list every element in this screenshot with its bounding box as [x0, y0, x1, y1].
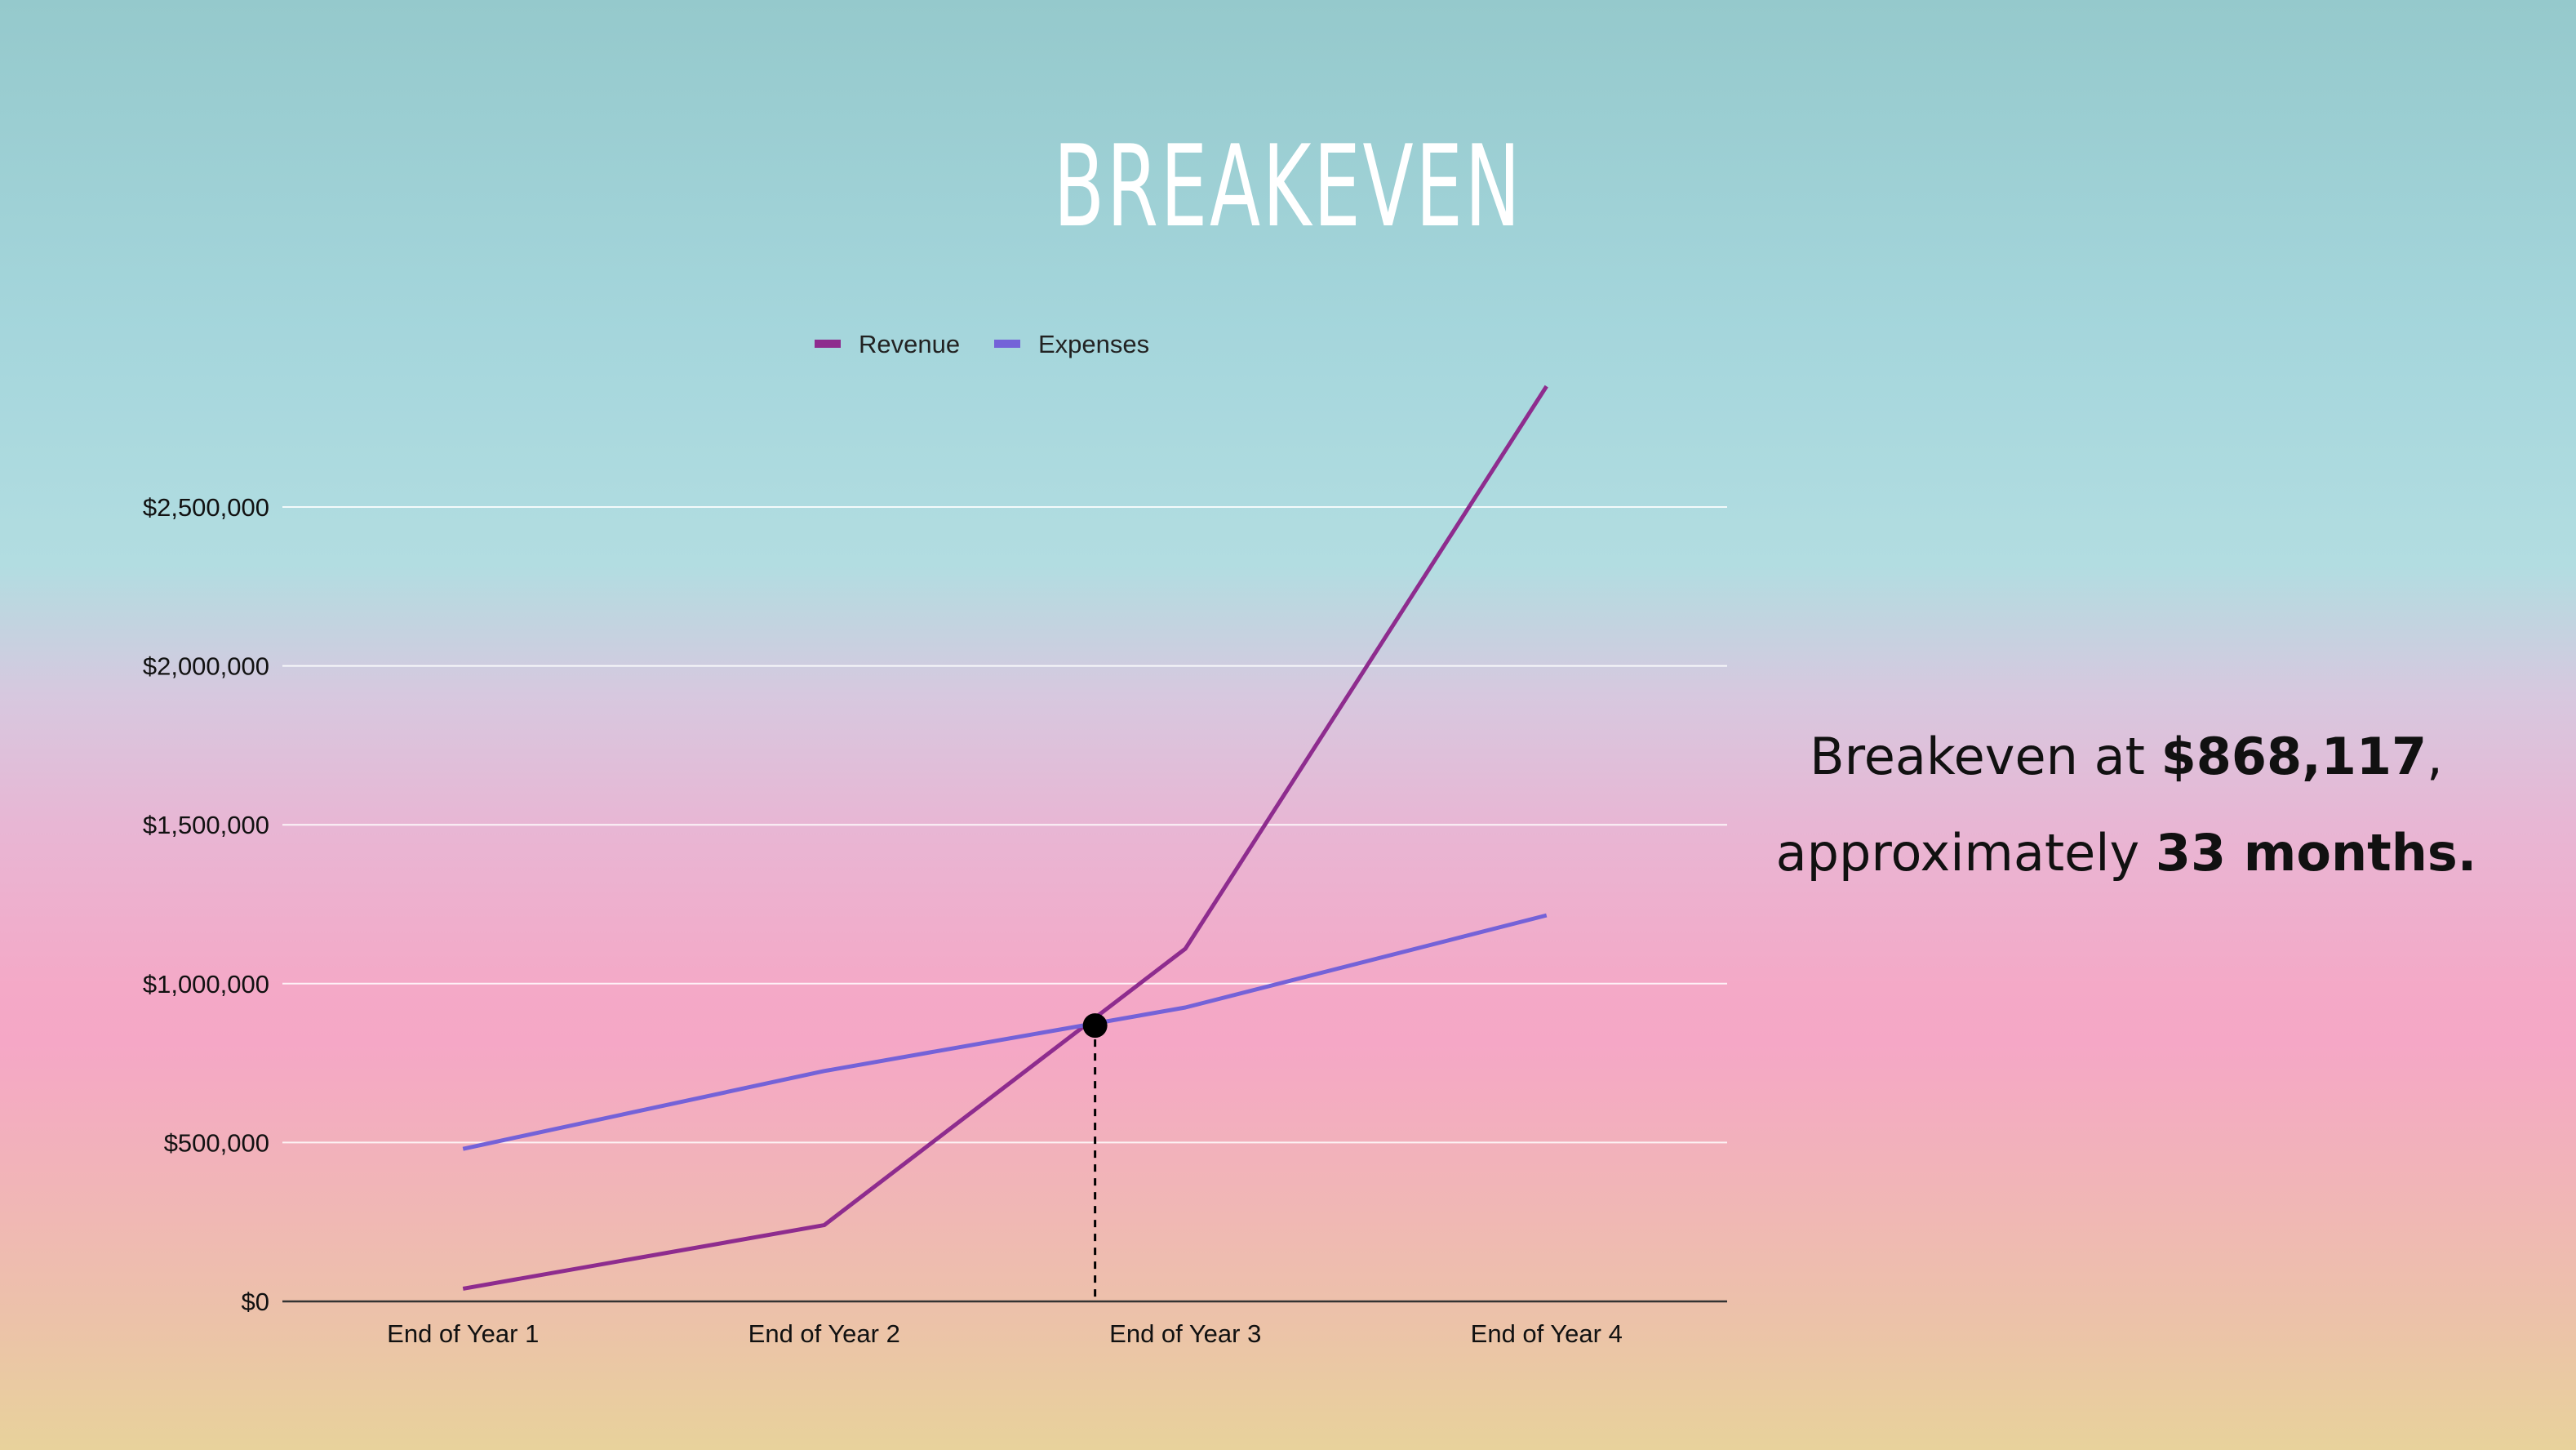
series-lines: [462, 385, 1548, 1291]
y-tick-label: $1,500,000: [143, 811, 269, 839]
breakeven-marker-group: [1082, 1013, 1108, 1298]
series-line-revenue: [462, 385, 1548, 1291]
breakeven-duration: 33 months.: [2155, 823, 2477, 883]
y-tick-label: $1,000,000: [143, 970, 269, 999]
y-tick-label: $0: [242, 1288, 269, 1316]
x-tick-label: End of Year 3: [1109, 1319, 1261, 1348]
y-tick-label: $500,000: [164, 1128, 269, 1157]
series-line-expenses: [462, 913, 1548, 1151]
annotation-comma: ,: [2427, 727, 2443, 786]
breakeven-line-chart: $0 $500,000 $1,000,000 $1,500,000 $2,000,000…: [143, 330, 1727, 1348]
gridlines: [282, 506, 1727, 1144]
breakeven-point: [1082, 1013, 1108, 1039]
y-tick-label: $2,000,000: [143, 652, 269, 681]
x-axis: End of Year 1 End of Year 2 End of Year 3 E…: [282, 1300, 1727, 1348]
x-tick-label: End of Year 4: [1471, 1319, 1623, 1348]
breakeven-amount: $868,117: [2161, 727, 2427, 786]
legend-swatch-revenue: [815, 340, 841, 348]
breakeven-annotation: Breakeven at $868,117, approximately 33 …: [1747, 709, 2506, 901]
annotation-line-1: Breakeven at $868,117,: [1747, 709, 2506, 805]
annotation-prefix: Breakeven at: [1810, 727, 2161, 786]
annotation-line-2: approximately 33 months.: [1747, 805, 2506, 901]
page-title: BREAKEVEN: [1053, 121, 1523, 252]
y-axis: $0 $500,000 $1,000,000 $1,500,000 $2,000,000…: [143, 493, 269, 1316]
x-tick-label: End of Year 1: [387, 1319, 539, 1348]
annotation-line2-prefix: approximately: [1775, 823, 2156, 883]
legend-label-revenue: Revenue: [859, 330, 960, 358]
legend-label-expenses: Expenses: [1038, 330, 1149, 358]
y-tick-label: $2,500,000: [143, 493, 269, 522]
x-tick-label: End of Year 2: [748, 1319, 900, 1348]
legend: Revenue Expenses: [815, 330, 1149, 358]
legend-swatch-expenses: [994, 340, 1020, 348]
